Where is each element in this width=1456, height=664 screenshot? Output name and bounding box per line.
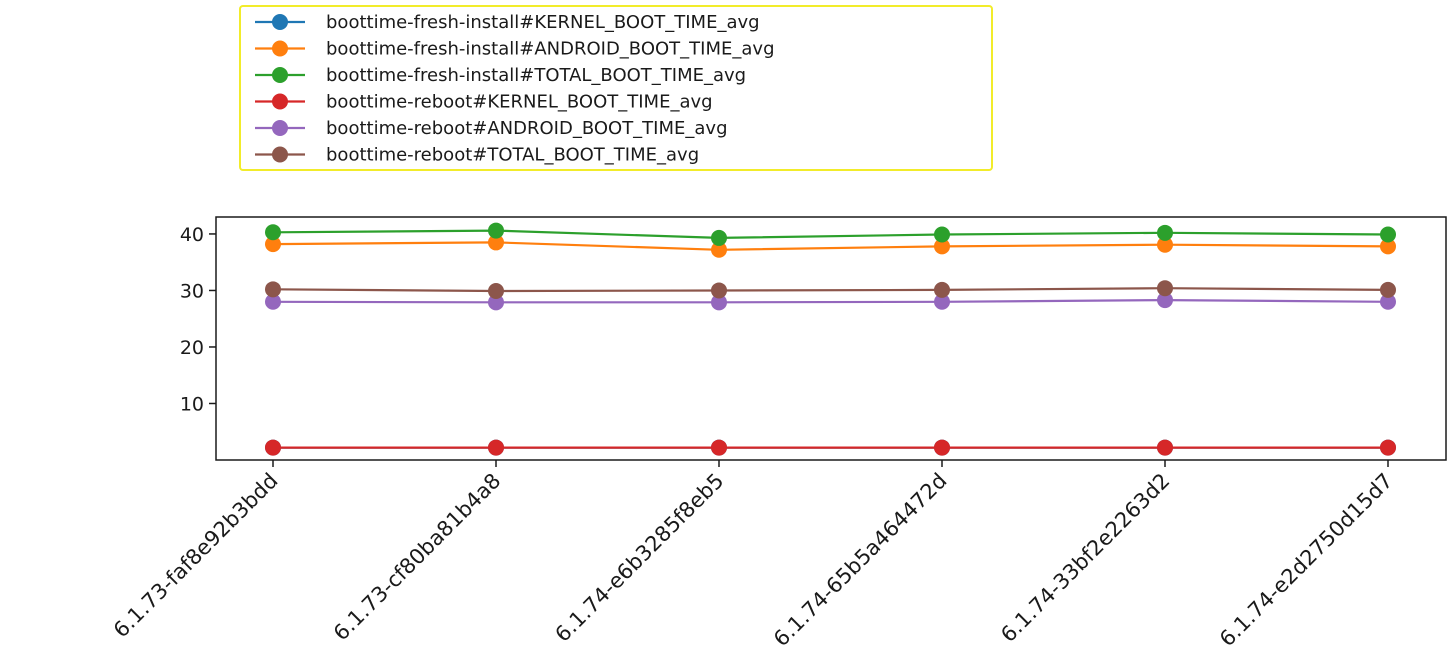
series-2 [265, 222, 1396, 246]
data-point [488, 234, 504, 251]
legend-item: boottime-reboot#TOTAL_BOOT_TIME_avg [255, 145, 699, 166]
legend-label: boottime-fresh-install#ANDROID_BOOT_TIME… [326, 39, 775, 60]
legend-label: boottime-reboot#KERNEL_BOOT_TIME_avg [326, 92, 713, 113]
data-point [711, 282, 727, 299]
data-point [488, 222, 504, 239]
legend-label: boottime-reboot#ANDROID_BOOT_TIME_avg [326, 118, 728, 139]
legend-swatch-marker [272, 14, 288, 30]
series-line [272, 241, 1389, 251]
data-point [265, 293, 281, 310]
series-1 [265, 234, 1396, 258]
data-point [1380, 238, 1396, 255]
data-point [1380, 281, 1396, 298]
data-point [488, 283, 504, 300]
data-point [711, 294, 727, 311]
legend-item: boottime-fresh-install#ANDROID_BOOT_TIME… [255, 39, 775, 60]
data-point [934, 238, 950, 255]
series-3 [265, 439, 1396, 456]
series-5 [265, 280, 1396, 300]
data-point [1380, 293, 1396, 310]
data-point [1380, 439, 1396, 456]
y-tick-label: 20 [180, 337, 204, 359]
data-point [934, 439, 950, 456]
y-tick-label: 30 [180, 280, 204, 302]
data-point [711, 439, 727, 456]
legend-swatch-marker [272, 120, 288, 136]
data-point [1380, 226, 1396, 243]
y-tick-label: 10 [180, 393, 204, 415]
legend-item: boottime-reboot#KERNEL_BOOT_TIME_avg [255, 92, 713, 113]
legend-swatch-marker [272, 67, 288, 83]
legend-box [239, 5, 993, 171]
data-point [488, 439, 504, 456]
series-line [272, 229, 1389, 240]
data-point [1157, 224, 1173, 241]
data-point [265, 224, 281, 241]
legend-item: boottime-fresh-install#KERNEL_BOOT_TIME_… [255, 12, 760, 33]
y-tick-label: 40 [180, 224, 204, 246]
series-line [272, 298, 1389, 304]
series-layer [265, 222, 1396, 456]
series-line [272, 287, 1389, 293]
data-point [711, 229, 727, 246]
y-axis: 10 20 30 40 [180, 224, 216, 415]
data-point [265, 281, 281, 298]
legend-swatch-marker [272, 40, 288, 57]
data-point [711, 241, 727, 258]
data-point [1157, 292, 1173, 309]
data-point [265, 439, 281, 456]
data-point [1157, 280, 1173, 297]
legend-label: boottime-fresh-install#TOTAL_BOOT_TIME_a… [326, 65, 746, 86]
legend-swatch-marker [272, 93, 288, 110]
legend-item: boottime-fresh-install#TOTAL_BOOT_TIME_a… [255, 65, 746, 86]
plot-area-frame [215, 216, 1447, 461]
legend: boottime-fresh-install#KERNEL_BOOT_TIME_… [239, 5, 993, 171]
data-point [934, 281, 950, 298]
data-point [488, 294, 504, 311]
data-point [934, 226, 950, 243]
data-point [265, 236, 281, 253]
legend-item: boottime-reboot#ANDROID_BOOT_TIME_avg [255, 118, 728, 139]
data-point [1157, 439, 1173, 456]
series-4 [265, 292, 1396, 311]
data-point [1157, 236, 1173, 253]
legend-label: boottime-reboot#TOTAL_BOOT_TIME_avg [326, 145, 699, 166]
legend-label: boottime-fresh-install#KERNEL_BOOT_TIME_… [326, 12, 760, 33]
legend-swatch-marker [272, 146, 288, 163]
data-point [934, 293, 950, 310]
